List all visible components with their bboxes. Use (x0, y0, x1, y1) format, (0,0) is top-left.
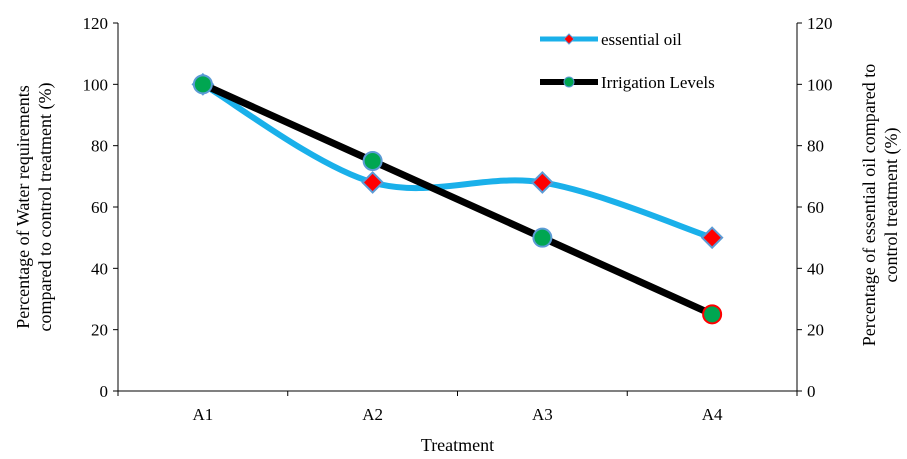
series-essential-oil (191, 72, 724, 250)
data-point (532, 227, 553, 248)
data-point (361, 171, 385, 194)
x-tick-label: A1 (192, 405, 213, 424)
data-point (362, 151, 383, 171)
tick-labels: 0 0 20 20 40 40 60 60 80 80 100 100 120 120 A1 A2 A3 A4 (83, 14, 833, 424)
y-axis-title-left-line: compared to control treatment (%) (35, 83, 56, 332)
y-tick-label-left: 0 (100, 382, 109, 401)
y-tick-label-right: 20 (807, 321, 824, 340)
y-tick-label-right: 100 (807, 75, 833, 94)
y-axis-title-right-line: Percentage of essential oil compared to (859, 64, 879, 346)
y-axis-title-right-line: control treatment (%) (881, 128, 902, 283)
legend-marker-swatch (563, 33, 575, 45)
y-tick-label-left: 120 (83, 14, 109, 33)
x-tick-label: A2 (362, 405, 383, 424)
y-tick-label-right: 80 (807, 137, 824, 156)
axes (113, 22, 802, 396)
axis-titles: Treatment Percentage of Water requirement… (13, 64, 902, 455)
series-group (191, 72, 724, 325)
legend-marker-swatch (563, 76, 575, 88)
x-axis-title: Treatment (421, 435, 494, 455)
legend-item-essential-oil: essential oil (540, 30, 682, 49)
data-point (700, 226, 724, 250)
y-tick-label-right: 120 (807, 14, 833, 33)
series-irrigation-levels (192, 74, 723, 325)
y-tick-label-right: 40 (807, 259, 824, 278)
y-axis-title-right: Percentage of essential oil compared to c… (859, 64, 902, 346)
y-tick-label-left: 80 (91, 137, 108, 156)
y-axis-title-left: Percentage of Water requirements compared… (13, 83, 56, 332)
data-point (702, 304, 723, 325)
y-tick-label-right: 0 (807, 382, 816, 401)
legend-label: essential oil (601, 30, 682, 49)
x-tick-label: A3 (532, 405, 553, 424)
y-tick-label-left: 100 (83, 75, 109, 94)
y-tick-label-left: 60 (91, 198, 108, 217)
y-tick-label-left: 40 (91, 259, 108, 278)
y-tick-label-right: 60 (807, 198, 824, 217)
legend-item-irrigation-levels: Irrigation Levels (540, 73, 715, 92)
data-point (192, 74, 213, 95)
legend-label: Irrigation Levels (601, 73, 715, 92)
y-axis-title-left-line: Percentage of Water requirements (13, 85, 33, 329)
data-point (530, 171, 554, 194)
x-tick-label: A4 (702, 405, 723, 424)
series-line (199, 80, 716, 318)
legend: essential oil Irrigation Levels (540, 30, 715, 92)
series-line (199, 81, 716, 241)
y-tick-label-left: 20 (91, 321, 108, 340)
